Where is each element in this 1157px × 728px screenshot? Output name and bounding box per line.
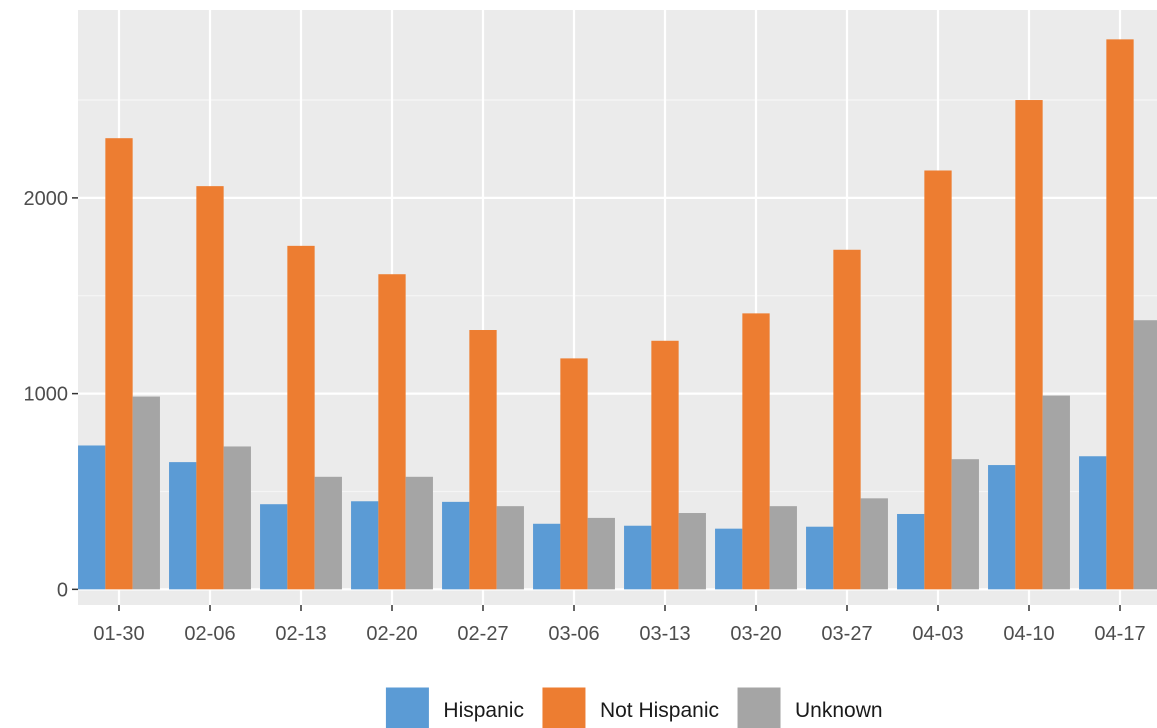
bar-hispanic-03-06 — [533, 523, 561, 590]
x-tick-label: 02-20 — [366, 623, 417, 645]
bar-hispanic-02-20 — [351, 501, 379, 590]
y-axis: 0 1000 2000 — [24, 188, 78, 601]
x-axis: 01-30 02-06 02-13 02-20 02-27 03-06 03-13 03-20… — [93, 605, 1146, 645]
bar-unknown-03-06 — [587, 517, 615, 590]
bar-not-hispanic-02-27 — [469, 330, 497, 590]
x-tick-label: 04-10 — [1003, 623, 1054, 645]
bar-not-hispanic-04-10 — [1015, 100, 1043, 590]
bar-not-hispanic-03-20 — [742, 313, 770, 590]
bar-not-hispanic-04-03 — [924, 170, 952, 590]
x-tick-label: 03-27 — [821, 623, 872, 645]
bar-hispanic-02-06 — [169, 462, 197, 590]
bar-unknown-04-10 — [1042, 395, 1070, 590]
legend-key-unknown — [736, 686, 782, 728]
x-tick-label: 02-27 — [457, 623, 508, 645]
bar-hispanic-02-13 — [260, 504, 288, 590]
bar-not-hispanic-03-13 — [651, 340, 679, 590]
legend-label-hispanic: Hispanic — [443, 699, 524, 722]
bar-unknown-01-30 — [132, 396, 160, 590]
y-tick-label: 0 — [57, 579, 68, 601]
bar-not-hispanic-01-30 — [105, 138, 133, 590]
x-tick-label: 04-03 — [912, 623, 963, 645]
bar-not-hispanic-02-13 — [287, 245, 315, 590]
x-tick-label: 03-13 — [639, 623, 690, 645]
bar-unknown-04-17 — [1133, 320, 1157, 590]
x-tick-label: 04-17 — [1094, 623, 1145, 645]
bar-unknown-03-27 — [860, 498, 888, 590]
bar-unknown-02-06 — [223, 446, 251, 590]
legend-key-not-hispanic — [541, 686, 587, 728]
x-tick-label: 03-20 — [730, 623, 781, 645]
bar-hispanic-03-20 — [715, 528, 743, 590]
legend-key-hispanic — [384, 686, 430, 728]
bar-unknown-04-03 — [951, 459, 979, 590]
legend-label-not-hispanic: Not Hispanic — [600, 699, 719, 722]
bar-hispanic-02-27 — [442, 501, 470, 590]
bar-unknown-02-20 — [405, 476, 433, 590]
bar-not-hispanic-03-27 — [833, 249, 861, 590]
bar-not-hispanic-04-17 — [1106, 39, 1134, 590]
bar-hispanic-01-30 — [78, 445, 106, 590]
y-tick-label: 2000 — [24, 188, 69, 210]
legend-label-unknown: Unknown — [795, 699, 883, 722]
x-tick-label: 03-06 — [548, 623, 599, 645]
bar-not-hispanic-03-06 — [560, 358, 588, 590]
x-tick-label: 02-06 — [184, 623, 235, 645]
bar-unknown-03-20 — [769, 506, 797, 590]
legend: Hispanic Not Hispanic Unknown — [384, 686, 883, 728]
bar-unknown-03-13 — [678, 513, 706, 590]
bar-hispanic-04-03 — [897, 513, 925, 590]
bar-unknown-02-13 — [314, 476, 342, 590]
bar-hispanic-04-17 — [1079, 456, 1107, 590]
bar-hispanic-04-10 — [988, 465, 1016, 590]
y-tick-label: 1000 — [24, 384, 69, 406]
bars — [78, 39, 1157, 590]
x-tick-label: 02-13 — [275, 623, 326, 645]
bar-unknown-02-27 — [496, 506, 524, 590]
x-tick-label: 01-30 — [93, 623, 144, 645]
bar-hispanic-03-27 — [806, 526, 834, 590]
bar-not-hispanic-02-20 — [378, 274, 406, 590]
bar-not-hispanic-02-06 — [196, 186, 224, 590]
bar-hispanic-03-13 — [624, 525, 652, 590]
